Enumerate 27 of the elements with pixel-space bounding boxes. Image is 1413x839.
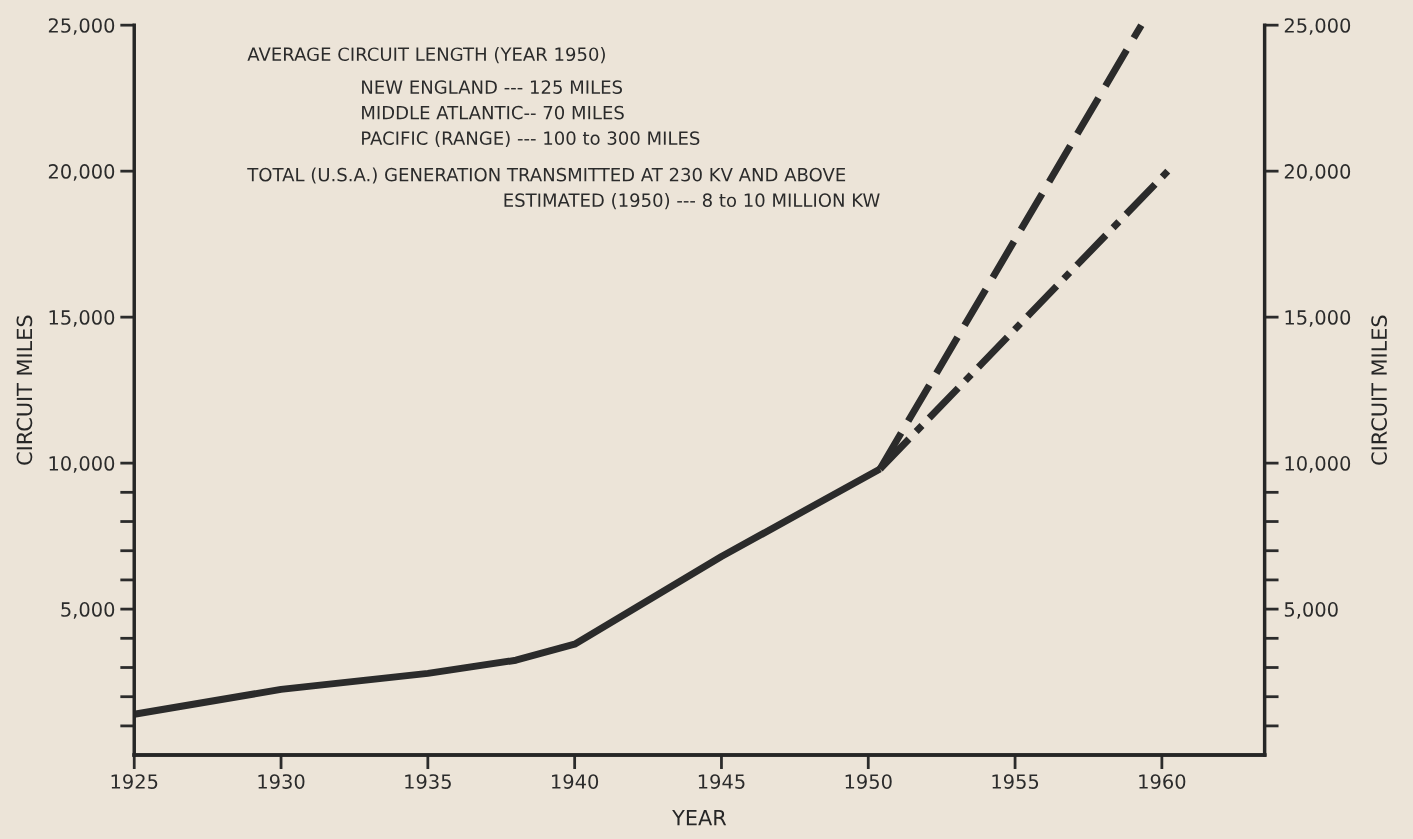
annotation: NEW ENGLAND --- 125 MILES <box>362 80 623 94</box>
y-tick-label: 15,000 <box>49 310 115 327</box>
y2-tick-label: 20,000 <box>1284 164 1351 181</box>
x-axis-title: YEAR <box>672 809 727 826</box>
annotation: AVERAGE CIRCUIT LENGTH (YEAR 1950) <box>247 47 605 64</box>
x-tick-label: 1935 <box>405 774 451 789</box>
annotation: ESTIMATED (1950) --- 8 to 10 MILLION KW <box>504 193 880 210</box>
x-tick-label: 1960 <box>1139 774 1186 789</box>
annotation: PACIFIC (RANGE) --- 100 to 300 MILES <box>362 131 700 148</box>
annotation: TOTAL (U.S.A.) GENERATION TRANSMITTED AT 230 KV AND ABOVE <box>247 167 846 184</box>
x-tick-label: 1940 <box>552 774 599 789</box>
x-tick-label: 1925 <box>111 774 158 789</box>
x-tick-label: 1950 <box>845 774 892 789</box>
x-tick-label: 1930 <box>258 774 305 789</box>
y2-axis-title: CIRCUIT MILES <box>1371 315 1387 465</box>
x-tick-label: 1955 <box>992 774 1039 789</box>
y2-tick-label: 5,000 <box>1284 602 1338 619</box>
y2-tick-label: 15,000 <box>1285 310 1351 327</box>
y2-tick-label: 10,000 <box>1285 456 1351 473</box>
y-tick-label: 20,000 <box>48 164 115 181</box>
y-axis-title: CIRCUIT MILES <box>16 315 33 465</box>
annotation: MIDDLE ATLANTIC-- 70 MILES <box>362 105 624 120</box>
y-tick-label: 5,000 <box>61 602 115 619</box>
y2-tick-label: 25,000 <box>1284 18 1351 35</box>
y-tick-label: 25,000 <box>48 18 115 35</box>
x-tick-label: 1945 <box>698 774 745 789</box>
y-tick-label: 10,000 <box>49 456 115 473</box>
